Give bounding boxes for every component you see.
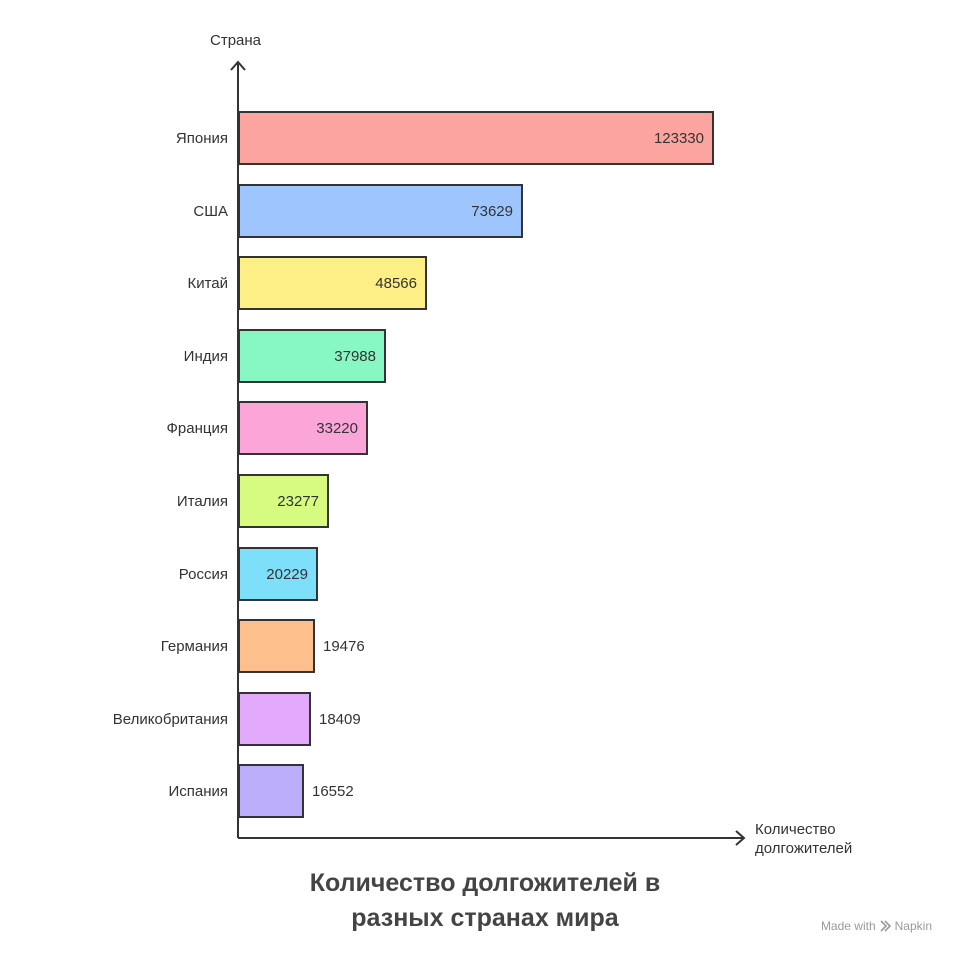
x-axis-arrow-icon bbox=[735, 830, 746, 846]
category-label: Япония bbox=[176, 130, 228, 147]
bar-7 bbox=[238, 619, 315, 673]
bar-0 bbox=[238, 111, 714, 165]
value-label: 23277 bbox=[277, 493, 319, 510]
bar-1 bbox=[238, 184, 523, 238]
category-label: Германия bbox=[161, 638, 228, 655]
value-label: 18409 bbox=[319, 711, 361, 728]
chart-title-line-1: Количество долгожителей в bbox=[309, 869, 661, 897]
bars-group: Япония 123330 США 73629 Китай 48566 Индия 37988… bbox=[113, 111, 714, 818]
x-axis-label-line-2: долгожителей bbox=[755, 840, 853, 857]
value-label: 16552 bbox=[312, 783, 354, 800]
value-label: 33220 bbox=[316, 420, 358, 437]
bar-4 bbox=[238, 401, 368, 455]
category-label: Великобритания bbox=[113, 711, 228, 728]
bar-6 bbox=[238, 547, 318, 601]
category-label: Россия bbox=[179, 566, 228, 583]
y-axis-arrow-icon bbox=[230, 60, 246, 71]
value-label: 123330 bbox=[654, 130, 704, 147]
value-label: 20229 bbox=[266, 566, 308, 583]
value-label: 37988 bbox=[334, 348, 376, 365]
value-label: 73629 bbox=[471, 203, 513, 220]
bar-9 bbox=[238, 764, 304, 818]
chart-title: Количество долгожителей в разных странах… bbox=[0, 866, 958, 936]
watermark-brand: Napkin bbox=[894, 919, 932, 933]
y-axis-label: Страна bbox=[210, 32, 262, 49]
bar-2 bbox=[238, 256, 427, 310]
category-label: Испания bbox=[168, 783, 228, 800]
x-axis-label: Количество долгожителей bbox=[755, 820, 852, 858]
x-axis-label-line-1: Количество bbox=[755, 821, 836, 838]
value-label: 48566 bbox=[375, 275, 417, 292]
category-label: Франция bbox=[167, 420, 228, 437]
category-label: Китай bbox=[187, 275, 228, 292]
bar-8 bbox=[238, 692, 311, 746]
value-label: 19476 bbox=[323, 638, 365, 655]
napkin-watermark[interactable]: Made with Napkin bbox=[821, 919, 932, 933]
chart-title-line-2: разных странах мира bbox=[351, 904, 619, 932]
category-label: США bbox=[193, 203, 228, 220]
napkin-icon bbox=[880, 920, 891, 932]
bar-5 bbox=[238, 474, 329, 528]
watermark-prefix: Made with bbox=[820, 919, 876, 933]
category-label: Италия bbox=[177, 493, 228, 510]
category-label: Индия bbox=[184, 348, 228, 365]
bar-3 bbox=[238, 329, 386, 383]
